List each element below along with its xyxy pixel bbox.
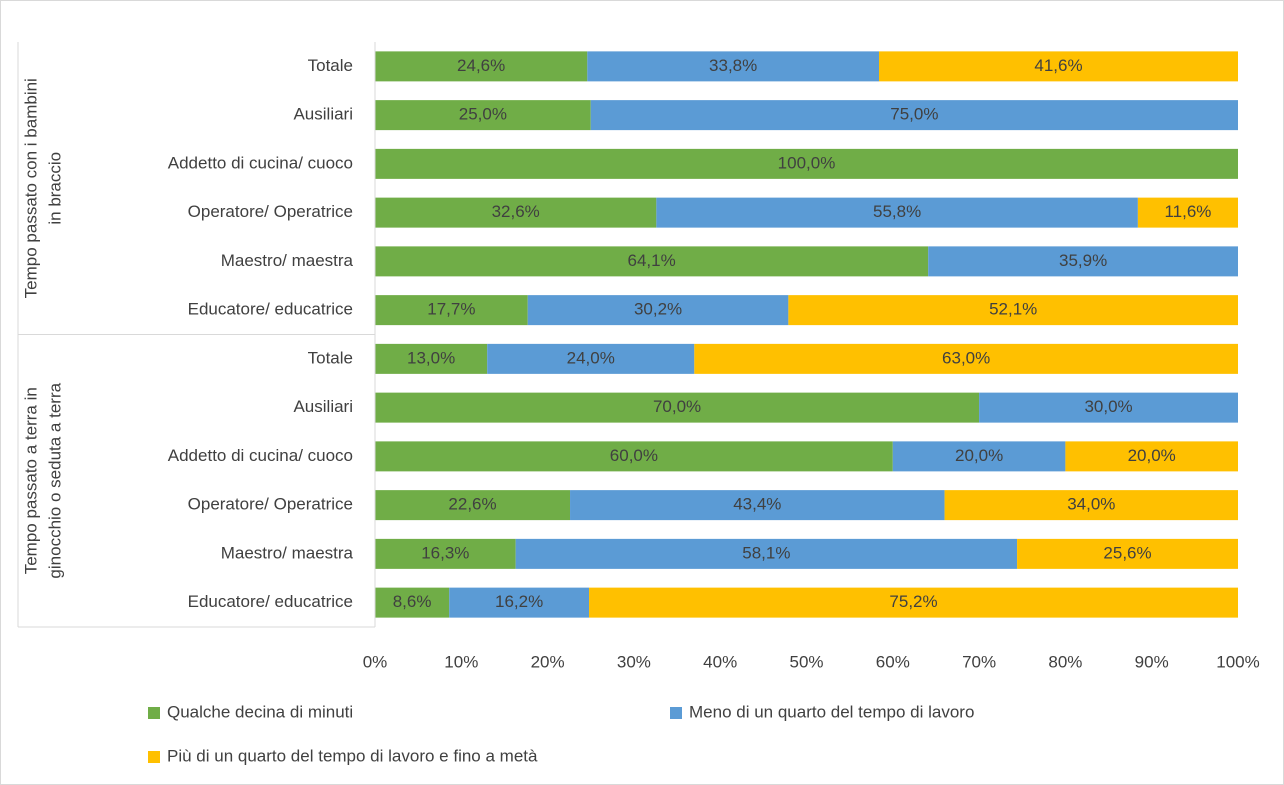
value-label: 13,0% [407, 348, 455, 367]
category-label: Ausiliari [293, 105, 353, 124]
x-tick-label: 50% [789, 652, 823, 671]
value-label: 63,0% [942, 348, 990, 367]
value-label: 30,2% [634, 300, 682, 319]
x-tick-label: 0% [363, 652, 388, 671]
value-label: 16,3% [421, 543, 469, 562]
bar-segment [375, 51, 588, 82]
value-label: 52,1% [989, 300, 1037, 319]
bar-segment [656, 197, 1138, 228]
x-tick-label: 20% [531, 652, 565, 671]
bar-segment [944, 490, 1238, 521]
category-label: Totale [308, 56, 353, 75]
bar-segment [694, 343, 1238, 374]
value-label: 25,6% [1103, 543, 1151, 562]
category-label: Addetto di cucina/ cuoco [168, 153, 353, 172]
legend-label: Qualche decina di minuti [167, 702, 353, 721]
value-label: 58,1% [742, 543, 790, 562]
bar-segment [375, 587, 450, 618]
legend-swatch [148, 707, 160, 719]
bar-segment [1065, 441, 1238, 472]
value-label: 33,8% [709, 56, 757, 75]
group-label: in braccio [45, 152, 64, 225]
bar-segment [589, 587, 1238, 618]
category-label: Educatore/ educatrice [188, 300, 353, 319]
value-label: 75,2% [889, 592, 937, 611]
value-label: 25,0% [459, 105, 507, 124]
x-tick-label: 40% [703, 652, 737, 671]
category-label: Operatore/ Operatrice [188, 202, 353, 221]
value-label: 34,0% [1067, 495, 1115, 514]
group-label: ginocchio o seduta a terra [45, 382, 64, 578]
bar-segment [515, 538, 1018, 569]
value-label: 22,6% [448, 495, 496, 514]
legend-swatch [670, 707, 682, 719]
x-tick-label: 70% [962, 652, 996, 671]
bar-segment [878, 51, 1238, 82]
bar-segment [375, 246, 929, 277]
bar-segment [979, 392, 1238, 423]
category-label: Ausiliari [293, 397, 353, 416]
bar-segment [788, 295, 1238, 326]
category-label: Maestro/ maestra [221, 251, 354, 270]
value-label: 11,6% [1164, 202, 1211, 221]
x-tick-label: 100% [1216, 652, 1259, 671]
bar-segment [375, 148, 1238, 179]
value-label: 24,6% [457, 56, 505, 75]
value-label: 55,8% [873, 202, 921, 221]
value-label: 41,6% [1034, 56, 1082, 75]
value-label: 20,0% [1128, 446, 1176, 465]
legend-swatch [148, 751, 160, 763]
value-label: 20,0% [955, 446, 1003, 465]
bar-segment [1017, 538, 1238, 569]
group-label: Tempo passato a terra in [21, 387, 40, 574]
category-label: Maestro/ maestra [221, 543, 354, 562]
value-label: 75,0% [890, 105, 938, 124]
value-label: 64,1% [627, 251, 675, 270]
value-label: 43,4% [733, 495, 781, 514]
value-label: 70,0% [653, 397, 701, 416]
legend-label: Meno di un quarto del tempo di lavoro [689, 702, 974, 721]
bar-segment [587, 51, 879, 82]
bar-segment [375, 441, 893, 472]
group-label: Tempo passato con i bambini [21, 78, 40, 298]
bar-segment [1137, 197, 1238, 228]
value-label: 100,0% [778, 153, 836, 172]
bar-segment [375, 392, 980, 423]
bar-segment [928, 246, 1238, 277]
x-tick-label: 30% [617, 652, 651, 671]
value-label: 24,0% [567, 348, 615, 367]
x-tick-label: 60% [876, 652, 910, 671]
category-label: Educatore/ educatrice [188, 592, 353, 611]
value-label: 30,0% [1084, 397, 1132, 416]
bar-segment [449, 587, 590, 618]
value-label: 8,6% [393, 592, 432, 611]
x-tick-label: 10% [444, 652, 478, 671]
bar-segment [527, 295, 789, 326]
bar-segment [487, 343, 695, 374]
bar-segment [892, 441, 1066, 472]
bar-segment [375, 490, 571, 521]
value-label: 32,6% [492, 202, 540, 221]
legend-label: Più di un quarto del tempo di lavoro e f… [167, 746, 538, 765]
bar-segment [375, 197, 657, 228]
category-label: Operatore/ Operatrice [188, 495, 353, 514]
bar-segment [375, 343, 488, 374]
value-label: 16,2% [495, 592, 543, 611]
value-label: 35,9% [1059, 251, 1107, 270]
value-label: 60,0% [610, 446, 658, 465]
bar-segment [590, 100, 1238, 131]
category-label: Addetto di cucina/ cuoco [168, 446, 353, 465]
bar-segment [570, 490, 945, 521]
x-tick-label: 90% [1135, 652, 1169, 671]
x-tick-label: 80% [1048, 652, 1082, 671]
category-label: Totale [308, 348, 353, 367]
bar-segment [375, 538, 516, 569]
bar-segment [375, 295, 528, 326]
bar-segment [375, 100, 591, 131]
value-label: 17,7% [427, 300, 475, 319]
